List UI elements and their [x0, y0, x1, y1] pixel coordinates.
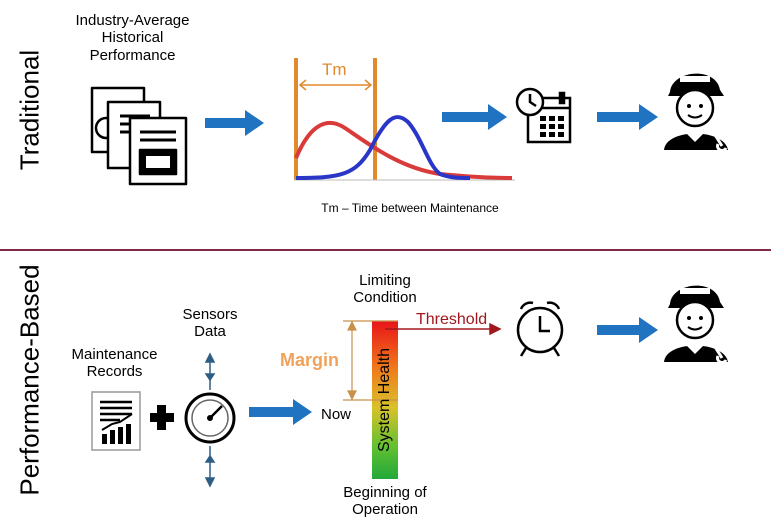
sensor-arrow-up: [204, 352, 216, 390]
beginning-label: Beginning of Operation: [343, 484, 427, 519]
plus-icon: [150, 405, 174, 430]
margin-label: Margin: [280, 350, 340, 370]
threshold-label: Threshold: [416, 311, 488, 328]
limiting-label: Limiting Condition: [353, 272, 417, 307]
documents-icon: [90, 86, 188, 186]
now-label: Now: [321, 406, 352, 423]
tm-label: Tm: [322, 60, 347, 79]
records-label: Maintenance Records: [71, 346, 158, 381]
source-label: Industry-Average Historical Performance: [75, 12, 190, 64]
mechanic-icon: [664, 73, 728, 152]
tm-chart: [294, 58, 515, 181]
sensor-arrow-down: [204, 446, 216, 488]
gauge-icon: [184, 392, 236, 444]
arrow-icon: [249, 399, 312, 425]
arrow-icon: [442, 104, 507, 130]
threshold-line: [385, 322, 502, 336]
tm-caption: Tm – Time between Maintenance: [321, 201, 499, 215]
mechanic-icon: [664, 285, 728, 364]
report-icon: [91, 391, 141, 451]
arrow-icon: [597, 104, 658, 130]
arrow-icon: [205, 110, 264, 136]
arrow-icon: [597, 317, 658, 343]
alarm-clock-icon: [516, 301, 564, 357]
calendar-icon: [515, 87, 572, 144]
margin-bracket: [343, 320, 398, 401]
blue-curve: [295, 115, 471, 180]
health-label: System Health: [376, 347, 393, 453]
section-divider: [0, 249, 771, 251]
red-curve: [294, 120, 513, 180]
sensors-label: Sensors Data: [182, 306, 238, 341]
